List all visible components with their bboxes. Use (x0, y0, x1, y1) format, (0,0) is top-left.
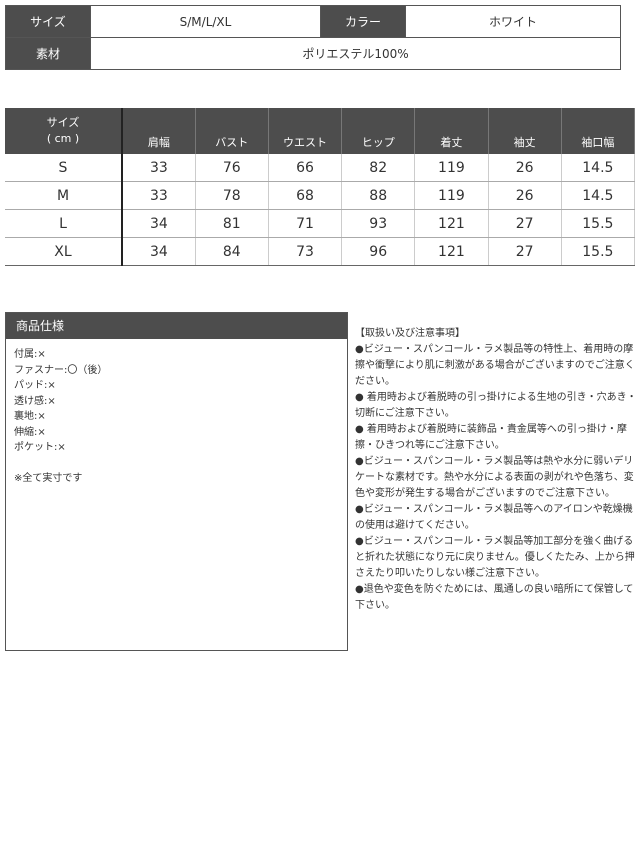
table-cell: 34 (122, 209, 196, 238)
care-note-item: ●ビジュー・スパンコール・ラメ製品等加工部分を強く曲げると折れた状態になり元に戻… (355, 536, 635, 579)
size-header-line1: サイズ (46, 116, 80, 129)
color-label: カラー (320, 5, 406, 38)
table-cell: 68 (268, 181, 343, 210)
table-cell: 15.5 (561, 237, 636, 266)
care-notes: 【取扱い及び注意事項】 ●ビジュー・スパンコール・ラメ製品等の特性上、着用時の摩… (355, 326, 638, 614)
table-cell: 121 (414, 237, 489, 266)
table-cell: 121 (414, 209, 489, 238)
column-header: ウエスト (268, 108, 343, 154)
size-label: サイズ (5, 5, 91, 38)
table-row: L 34 81 71 93 121 27 15.5 (5, 209, 636, 238)
column-header: ヒップ (341, 108, 416, 154)
care-note-item: ●ビジュー・スパンコール・ラメ製品等の特性上、着用時の摩擦や衝撃により肌に刺激が… (355, 344, 635, 387)
row-size: S (5, 154, 123, 182)
table-cell: 78 (195, 181, 269, 210)
spec-note: ※全て実寸です (14, 472, 83, 484)
table-cell: 96 (341, 237, 416, 266)
table-cell: 33 (122, 154, 196, 182)
table-cell: 93 (341, 209, 416, 238)
table-cell: 14.5 (561, 181, 636, 210)
table-cell: 119 (414, 181, 489, 210)
table-cell: 26 (488, 154, 562, 182)
spec-item: 伸縮:× (14, 426, 46, 438)
spec-item: ファスナー:〇（後） (14, 364, 108, 376)
table-cell: 81 (195, 209, 269, 238)
table-cell: 82 (341, 154, 416, 182)
row-size: L (5, 209, 123, 238)
material-value: ポリエステル100% (90, 37, 621, 70)
table-row: M 33 78 68 88 119 26 14.5 (5, 181, 636, 210)
product-spec-panel: 商品仕様 付属:× ファスナー:〇（後） パッド:× 透け感:× 裏地:× 伸縮:× ポケッ… (5, 312, 348, 651)
table-cell: 76 (195, 154, 269, 182)
care-note-item: ●ビジュー・スパンコール・ラメ製品等へのアイロンや乾燥機の使用は避けてください。 (355, 504, 633, 531)
spec-title: 商品仕様 (6, 313, 347, 339)
table-cell: 14.5 (561, 154, 636, 182)
row-size: M (5, 181, 123, 210)
care-note-item: ● 着用時および着脱時の引っ掛けによる生地の引き・穴あき・切断にご注意下さい。 (355, 392, 637, 419)
size-column-header: サイズ ( cm ) (5, 108, 123, 154)
column-header: バスト (195, 108, 269, 154)
color-value: ホワイト (405, 5, 621, 38)
spec-item: 透け感:× (14, 395, 56, 407)
table-cell: 26 (488, 181, 562, 210)
row-size: XL (5, 237, 123, 266)
care-notes-title: 【取扱い及び注意事項】 (355, 328, 465, 339)
spec-item: 裏地:× (14, 411, 46, 422)
size-header-unit: ( cm ) (46, 132, 80, 145)
table-cell: 119 (414, 154, 489, 182)
care-note-item: ●ビジュー・スパンコール・ラメ製品等は熱や水分に弱いデリケートな素材です。熱や水… (355, 456, 634, 499)
spec-item: パッド:× (14, 380, 56, 391)
product-info-table: サイズ S/M/L/XL カラー ホワイト 素材 ポリエステル100% (5, 5, 621, 70)
table-cell: 88 (341, 181, 416, 210)
table-cell: 84 (195, 237, 269, 266)
table-cell: 71 (268, 209, 343, 238)
table-cell: 27 (488, 237, 562, 266)
column-header: 着丈 (414, 108, 489, 154)
spec-item: ポケット:× (14, 442, 66, 453)
table-cell: 33 (122, 181, 196, 210)
column-header: 肩幅 (122, 108, 196, 154)
material-label: 素材 (5, 37, 91, 70)
care-note-item: ●退色や変色を防ぐためには、風通しの良い暗所にて保管して下さい。 (355, 584, 634, 611)
care-note-item: ● 着用時および着脱時に装飾品・貴金属等への引っ掛け・摩擦・ひきつれ等にご注意下… (355, 424, 627, 451)
table-cell: 34 (122, 237, 196, 266)
table-cell: 15.5 (561, 209, 636, 238)
column-header: 袖口幅 (561, 108, 636, 154)
size-chart-table: サイズ( cm ) 肩幅 バスト ウエスト ヒップ 着丈 袖丈 袖口幅 S 33 76 66 82 1… (5, 108, 636, 266)
size-value: S/M/L/XL (90, 5, 321, 38)
table-cell: 73 (268, 237, 343, 266)
spec-item: 付属:× (14, 349, 46, 360)
table-cell: 66 (268, 154, 343, 182)
table-row: S 33 76 66 82 119 26 14.5 (5, 154, 636, 182)
table-cell: 27 (488, 209, 562, 238)
column-header: 袖丈 (488, 108, 562, 154)
table-row: XL 34 84 73 96 121 27 15.5 (5, 237, 636, 266)
